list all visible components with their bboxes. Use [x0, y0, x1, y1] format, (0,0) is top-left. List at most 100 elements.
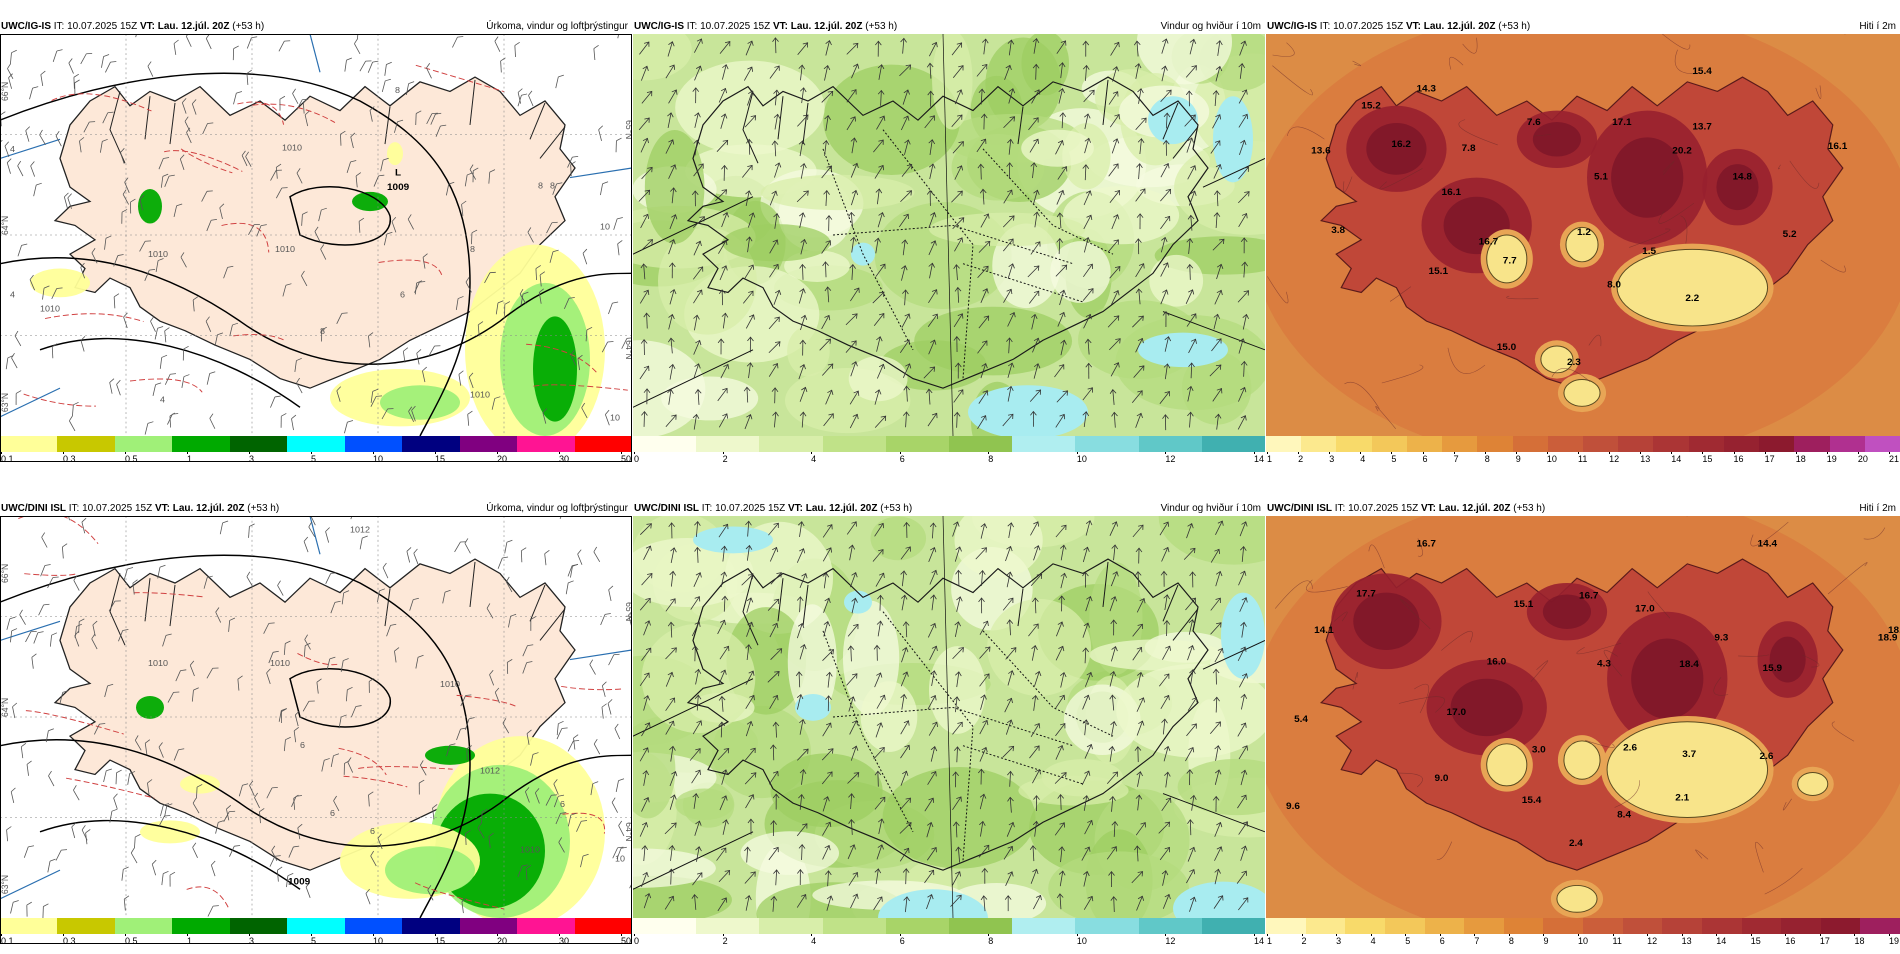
- colorbar-swatch: [1336, 436, 1372, 452]
- wind-speed-area: [987, 599, 1091, 696]
- colorbar-label: 0.1: [1, 454, 14, 464]
- colorbar-swatch: [460, 918, 518, 934]
- colorbar-label: 7: [1454, 454, 1459, 464]
- colorbar-label: 8: [1509, 936, 1514, 946]
- colorbar-label: 6: [900, 454, 905, 464]
- temperature-label: 15.4: [1692, 66, 1712, 77]
- temperature-label: 17.1: [1612, 117, 1632, 128]
- colorbar-label: 16: [1785, 936, 1795, 946]
- colorbar-label: 1: [1267, 936, 1272, 946]
- colorbar-swatch: [633, 436, 697, 452]
- valid-time: Lau. 12.júl. 20Z: [158, 21, 230, 32]
- wind-speed-area: [1021, 130, 1094, 167]
- colorbar-swatch: [1702, 918, 1742, 934]
- latitude-label: 63°N: [0, 875, 10, 894]
- colorbar-swatch: [1202, 436, 1265, 452]
- lead-time: (+53 h): [865, 21, 897, 32]
- colorbar-swatch: [1385, 918, 1425, 934]
- panel-title: Vindur og hviður í 10m: [1161, 502, 1261, 516]
- temperature-label: 15.1: [1429, 266, 1449, 277]
- temperature-label: 16.0: [1487, 657, 1507, 668]
- glacier: [1798, 773, 1828, 796]
- contour-label: 1012: [480, 766, 500, 776]
- contour-label: 8: [395, 85, 400, 95]
- map-canvas: 16.714.417.715.116.717.014.19.318.918.91…: [1266, 516, 1900, 918]
- contour-label: 6: [330, 808, 335, 818]
- colorbar-swatch: [345, 918, 403, 934]
- colorbar-swatch: [230, 918, 288, 934]
- temperature-label: 1.5: [1642, 246, 1656, 257]
- colorbar-swatch: [1504, 918, 1544, 934]
- init-time: 10.07.2025 15Z: [67, 21, 137, 32]
- glacier: [1557, 885, 1597, 912]
- panel-header: UWC/DINI ISL IT: 10.07.2025 15Z VT: Lau.…: [633, 502, 1265, 516]
- it-label: IT:: [54, 21, 65, 32]
- colorbar-swatch: [1513, 436, 1549, 452]
- colorbar-swatch: [1623, 918, 1663, 934]
- model-name: UWC/IG-IS: [1, 21, 51, 32]
- init-time: 10.07.2025 15Z: [1348, 503, 1418, 514]
- precip-area: [533, 316, 577, 421]
- colorbar-swatch: [1689, 436, 1725, 452]
- colorbar-label: 17: [1820, 936, 1830, 946]
- gust-area: [844, 591, 872, 614]
- colorbar-label: 20: [497, 454, 507, 464]
- colorbar-label: 17: [1765, 454, 1775, 464]
- colorbar-label: 0: [634, 936, 639, 946]
- colorbar-swatch: [1139, 436, 1203, 452]
- colorbar-label: 21: [1889, 454, 1899, 464]
- colorbar-swatch: [1464, 918, 1504, 934]
- colorbar-swatch: [460, 436, 518, 452]
- valid-time: Lau. 12.júl. 20Z: [1439, 503, 1511, 514]
- colorbar-label: 3: [249, 936, 254, 946]
- colorbar-label: 15: [435, 936, 445, 946]
- colorbar-label: 10: [1077, 936, 1087, 946]
- panel-title: Hiti í 2m: [1859, 20, 1896, 34]
- colorbar-label: 0.5: [125, 936, 138, 946]
- contour-label: 1012: [350, 525, 370, 535]
- panel-header: UWC/DINI ISL IT: 10.07.2025 15Z VT: Lau.…: [0, 502, 632, 516]
- gust-area: [693, 527, 773, 554]
- contour-label: 4: [10, 144, 15, 154]
- lead-time: (+53 h): [1498, 21, 1530, 32]
- colorbar-swatch: [1372, 436, 1408, 452]
- glacier: [1617, 249, 1767, 326]
- colorbar-swatch: [1724, 436, 1760, 452]
- latitude-label: 63°N: [0, 393, 10, 412]
- colorbar-label: 7: [1474, 936, 1479, 946]
- glacier: [1564, 741, 1600, 779]
- colorbar-swatch: [1477, 436, 1513, 452]
- panel-title: Úrkoma, vindur og loftþrýstingur: [486, 20, 628, 34]
- colorbar-swatch: [1306, 918, 1346, 934]
- colorbar-label: 20: [1858, 454, 1868, 464]
- latitude-label: 65°N: [624, 602, 632, 621]
- temperature-label: 2.6: [1623, 743, 1637, 754]
- latitude-label: 66°N: [0, 564, 10, 583]
- contour-label: 1010: [520, 845, 540, 855]
- low-pressure-value: 1009: [288, 877, 311, 888]
- colorbar-label: 5: [1391, 454, 1396, 464]
- contour-label: 1010: [148, 249, 168, 259]
- model-name: UWC/DINI ISL: [634, 503, 699, 514]
- colorbar-label: 9: [1516, 454, 1521, 464]
- contour-label: 4: [10, 290, 15, 300]
- colorbar-swatch: [1548, 436, 1584, 452]
- colorbar-label: 11: [1613, 936, 1622, 946]
- temperature-label: 15.9: [1763, 663, 1783, 674]
- contour-label: 8: [470, 244, 475, 254]
- colorbar-label: 14: [1671, 454, 1681, 464]
- colorbar-label: 9: [1543, 936, 1548, 946]
- colorbar-label: 6: [900, 936, 905, 946]
- temp-panel: UWC/DINI ISL IT: 10.07.2025 15Z VT: Lau.…: [1266, 502, 1900, 954]
- temperature-label: 5.4: [1294, 714, 1308, 725]
- wind-speed-area: [741, 831, 839, 875]
- latitude-label: 64°N: [0, 216, 10, 235]
- colorbar-label: 1: [187, 454, 192, 464]
- contour-label: 6: [370, 826, 375, 836]
- glacier: [1564, 380, 1600, 407]
- colorbar-label: 5: [311, 936, 316, 946]
- colorbar-label: 12: [1609, 454, 1619, 464]
